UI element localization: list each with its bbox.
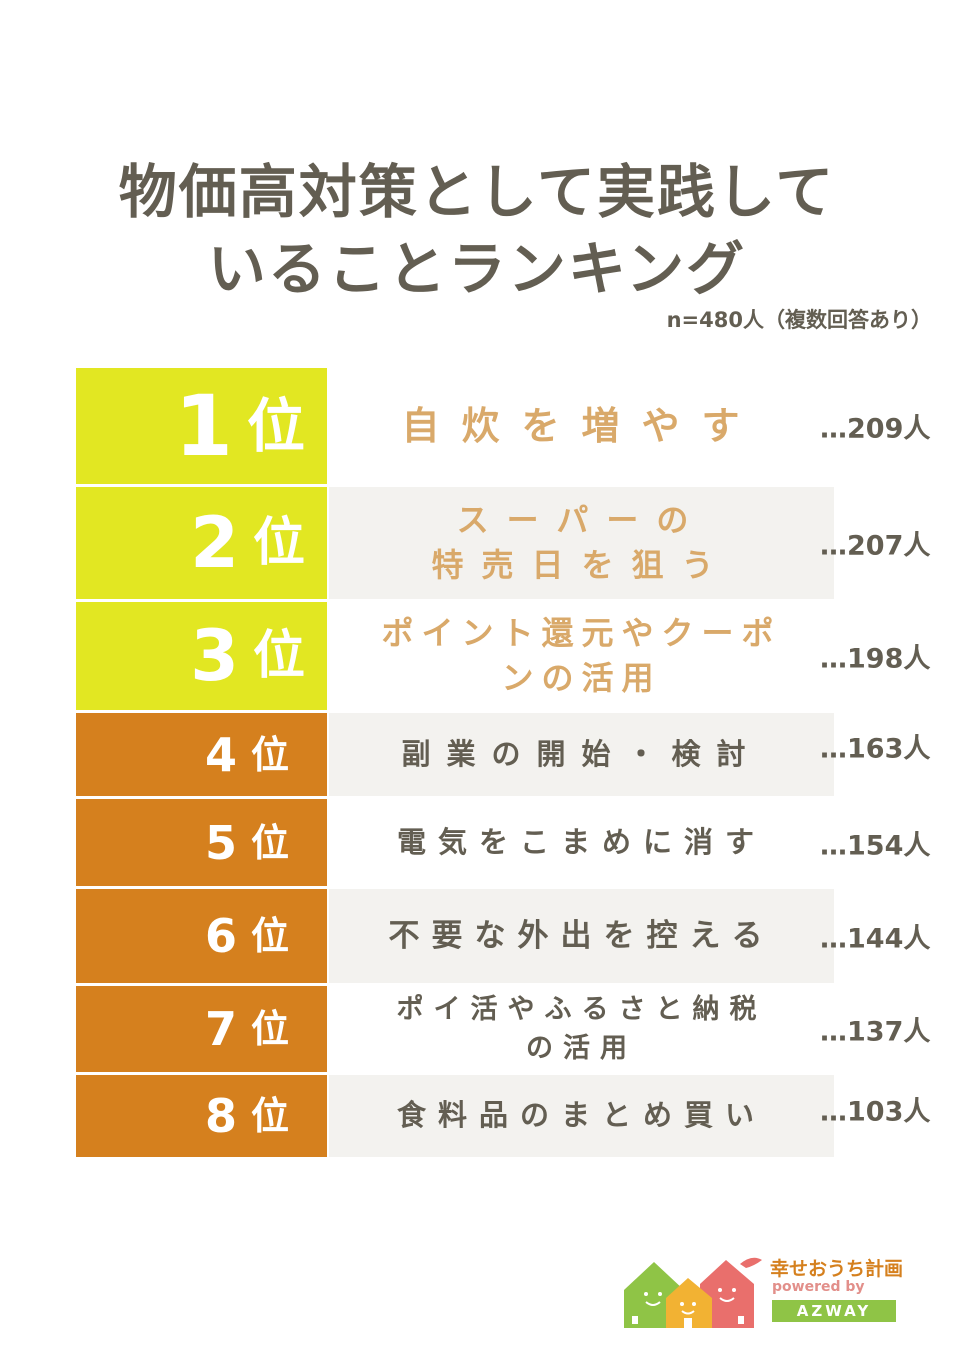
ranking-item-1: 自炊を増やす [329,368,834,484]
rank-number: 1 [174,377,233,475]
rank-badge-8: 8 位 [76,1075,327,1157]
ranking-row-8: 8 位 食料品のまとめ買い …103人 [76,1075,954,1157]
item-count: …103人 [820,1096,931,1128]
logo-company: AZWAY [772,1300,896,1322]
rank-badge-3: 3 位 [76,602,327,710]
rank-badge-7: 7 位 [76,986,327,1072]
rank-unit: 位 [246,392,305,460]
brand-logo: 幸せおうち計画 powered by AZWAY [622,1252,932,1332]
ranking-item-4: 副業の開始・検討 [329,713,834,796]
rank-unit: 位 [250,732,289,777]
item-label: 食料品のまとめ買い [396,1098,766,1133]
rank-number: 2 [190,502,239,584]
rank-number: 8 [204,1089,237,1143]
item-count: …207人 [820,530,931,562]
rank-number: 4 [204,727,237,782]
house-yellow-icon [666,1278,712,1328]
page-title-line-2: いることランキング [207,235,747,303]
item-label: ポイント還元やクーポ ンの活用 [381,614,782,697]
sample-size-note: n=480人（複数回答あり） [666,308,932,332]
page-title-line-1: 物価高対策として実践して [118,158,836,226]
item-label: 電気をこまめに消す [396,824,766,859]
rank-unit: 位 [250,1007,289,1051]
ranking-item-8: 食料品のまとめ買い [329,1075,834,1157]
rank-number: 3 [190,615,239,697]
ranking-item-5: 電気をこまめに消す [329,799,834,886]
logo-brand-name: 幸せおうち計画 [770,1258,904,1280]
rank-unit: 位 [250,914,289,958]
item-label: スーパーの 特売日を狙う [431,501,732,584]
ranking-row-6: 6 位 不要な外出を控える …144人 [76,889,954,983]
item-label: 自炊を増やす [401,403,762,448]
rank-unit: 位 [252,513,305,573]
item-count: …209人 [820,413,931,445]
rank-number: 5 [204,815,237,870]
item-label: 不要な外出を控える [388,917,775,954]
ranking-row-4: 4 位 副業の開始・検討 …163人 [76,713,954,796]
rank-badge-6: 6 位 [76,889,327,983]
item-count: …198人 [820,643,931,675]
ranking-row-7: 7 位 ポイ活やふるさと納税 の活用 …137人 [76,986,954,1072]
rank-badge-1: 1 位 [76,368,327,484]
rank-number: 6 [204,909,237,963]
item-count: …154人 [820,830,931,861]
ranking-row-3: 3 位 ポイント還元やクーポ ンの活用 …198人 [76,602,954,710]
item-count: …144人 [820,923,931,955]
logo-powered-by: powered by [772,1279,865,1295]
item-label: ポイ活やふるさと納税 の活用 [396,993,767,1064]
item-count: …137人 [820,1016,931,1048]
ranking-row-2: 2 位 スーパーの 特売日を狙う …207人 [76,487,954,599]
rank-badge-4: 4 位 [76,713,327,796]
rank-unit: 位 [250,820,289,865]
ranking-item-2: スーパーの 特売日を狙う [329,487,834,599]
item-label: 副業の開始・検討 [401,736,762,771]
item-count: …163人 [820,733,931,765]
rank-badge-5: 5 位 [76,799,327,886]
rank-unit: 位 [250,1094,289,1138]
ranking-row-1: 1 位 自炊を増やす …209人 [76,368,954,484]
house-pink-icon [700,1260,754,1328]
rank-number: 7 [204,1002,237,1056]
houses-icon [624,1257,762,1328]
ranking-item-6: 不要な外出を控える [329,889,834,983]
ranking-item-7: ポイ活やふるさと納税 の活用 [329,986,834,1072]
rank-badge-2: 2 位 [76,487,327,599]
ranking-row-5: 5 位 電気をこまめに消す …154人 [76,799,954,886]
ranking-item-3: ポイント還元やクーポ ンの活用 [329,602,834,710]
rank-unit: 位 [252,626,305,686]
